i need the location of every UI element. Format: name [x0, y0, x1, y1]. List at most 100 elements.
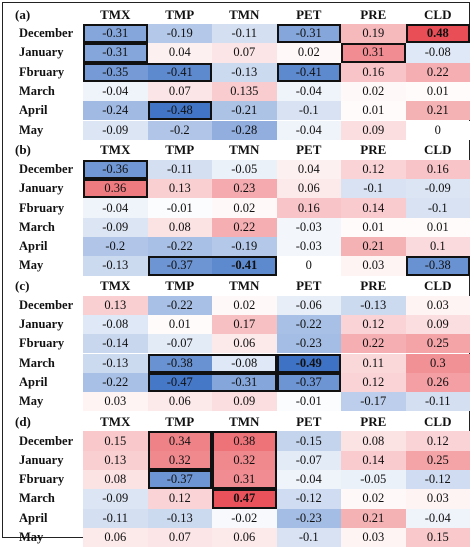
heatmap-cell: -0.37	[276, 372, 341, 393]
heatmap-cell: 0.12	[405, 431, 470, 451]
heatmap-cell: -0.38	[147, 353, 212, 373]
heatmap-cell: -0.19	[212, 237, 277, 257]
heatmap-cell: -0.13	[212, 62, 277, 82]
month-label: December	[19, 433, 74, 448]
column-header: TMX	[100, 6, 131, 22]
heatmap-cell: 0.26	[405, 372, 470, 393]
heatmap-cell: 0.15	[83, 431, 148, 451]
heatmap-cell: 0.47	[212, 489, 277, 509]
heatmap-cell: -0.22	[276, 314, 341, 335]
column-header: PRE	[360, 413, 387, 429]
heatmap-cell: 0.135	[212, 81, 277, 102]
heatmap-cell: 0.21	[341, 508, 406, 528]
heatmap-cell: -0.2	[83, 237, 148, 257]
heatmap-cell: -0.01	[147, 198, 212, 218]
heatmap-cell: 0.02	[212, 198, 277, 218]
heatmap-cell: 0.34	[147, 431, 212, 451]
column-header: PRE	[360, 142, 387, 158]
month-label: Fbruary	[19, 336, 65, 351]
heatmap-cell: -0.31	[83, 24, 148, 44]
heatmap-cell: -0.37	[147, 470, 212, 490]
column-header: PET	[296, 6, 322, 22]
heatmap-cell: 0.01	[405, 217, 470, 237]
heatmap-cell: -0.38	[405, 256, 470, 276]
heatmap-cell: -0.11	[147, 159, 212, 180]
heatmap-cell: -0.1	[341, 179, 406, 199]
heatmap-cell: 0.19	[341, 24, 406, 44]
heatmap-cell: -0.37	[147, 256, 212, 276]
heatmap-cell: -0.11	[83, 508, 148, 528]
column-header: TMN	[229, 6, 260, 22]
heatmap-cell: 0.12	[147, 489, 212, 509]
heatmap-cell: -0.41	[147, 62, 212, 82]
heatmap-cell: 0.25	[405, 334, 470, 354]
heatmap-cell: 0.06	[276, 179, 341, 199]
heatmap-cell: -0.04	[83, 81, 148, 102]
heatmap-cell: 0.13	[83, 450, 148, 470]
heatmap-cell: 0.01	[147, 314, 212, 335]
column-header: CLD	[424, 142, 452, 158]
column-header: TMN	[229, 278, 260, 294]
heatmap-cell: 0.08	[341, 431, 406, 451]
heatmap-cell: 0.23	[212, 179, 277, 199]
heatmap-cell: -0.14	[83, 334, 148, 354]
heatmap-cell: -0.03	[276, 237, 341, 257]
heatmap-cell: -0.12	[405, 470, 470, 490]
month-label: January	[19, 181, 64, 196]
heatmap-cell: -0.09	[83, 489, 148, 509]
month-label: December	[19, 297, 74, 312]
heatmap-cell: -0.2	[147, 120, 212, 140]
month-label: January	[19, 452, 64, 467]
heatmap-cell: -0.04	[83, 198, 148, 218]
column-header: CLD	[424, 413, 452, 429]
heatmap-cell: -0.04	[276, 470, 341, 490]
column-header: PET	[296, 413, 322, 429]
heatmap-cell: 0.04	[276, 159, 341, 180]
heatmap-cell: 0.13	[83, 295, 148, 315]
heatmap-cell: -0.05	[341, 470, 406, 490]
heatmap-cell: 0.01	[341, 101, 406, 121]
heatmap-cell: 0.06	[83, 527, 148, 547]
heatmap-cell: 0.02	[276, 43, 341, 63]
panel-label: (d)	[15, 413, 31, 429]
heatmap-cell: -0.1	[405, 198, 470, 218]
column-header: CLD	[424, 278, 452, 294]
heatmap-cell: 0.03	[341, 256, 406, 276]
heatmap-cell: 0.07	[212, 43, 277, 63]
heatmap-cell: 0.16	[405, 159, 470, 180]
heatmap-cell: 0.06	[212, 334, 277, 354]
month-label: Fbruary	[19, 64, 65, 79]
heatmap-cell: -0.04	[405, 508, 470, 528]
heatmap-cell: 0.17	[212, 314, 277, 335]
heatmap-cell: -0.07	[276, 450, 341, 470]
heatmap-cell: -0.04	[276, 81, 341, 102]
heatmap-cell: -0.28	[212, 120, 277, 140]
heatmap-cell: 0.16	[276, 198, 341, 218]
heatmap-cell: 0.32	[147, 450, 212, 470]
heatmap-cell: 0.21	[405, 101, 470, 121]
heatmap-cell: 0.12	[341, 314, 406, 335]
column-header: TMN	[229, 142, 260, 158]
heatmap-cell: 0	[276, 256, 341, 276]
month-label: March	[19, 355, 55, 370]
panel-label: (c)	[15, 278, 30, 294]
heatmap-cell: -0.1	[276, 527, 341, 547]
heatmap-cell: 0.48	[405, 24, 470, 44]
month-label: May	[19, 394, 44, 409]
heatmap-cell: -0.22	[83, 372, 148, 393]
month-label: March	[19, 491, 55, 506]
column-header: TMP	[165, 278, 195, 294]
heatmap-cell: 0.16	[341, 62, 406, 82]
heatmap-cell: -0.09	[405, 179, 470, 199]
month-label: Fbruary	[19, 472, 65, 487]
heatmap-cell: -0.09	[83, 217, 148, 237]
column-header: TMX	[100, 278, 131, 294]
heatmap-cell: -0.04	[276, 120, 341, 140]
heatmap-cell: -0.31	[212, 372, 277, 393]
heatmap-cell: 0.12	[341, 372, 406, 393]
column-header: TMP	[165, 413, 195, 429]
heatmap-cell: 0.03	[405, 489, 470, 509]
heatmap-cell: 0.38	[212, 431, 277, 451]
month-label: March	[19, 84, 55, 99]
